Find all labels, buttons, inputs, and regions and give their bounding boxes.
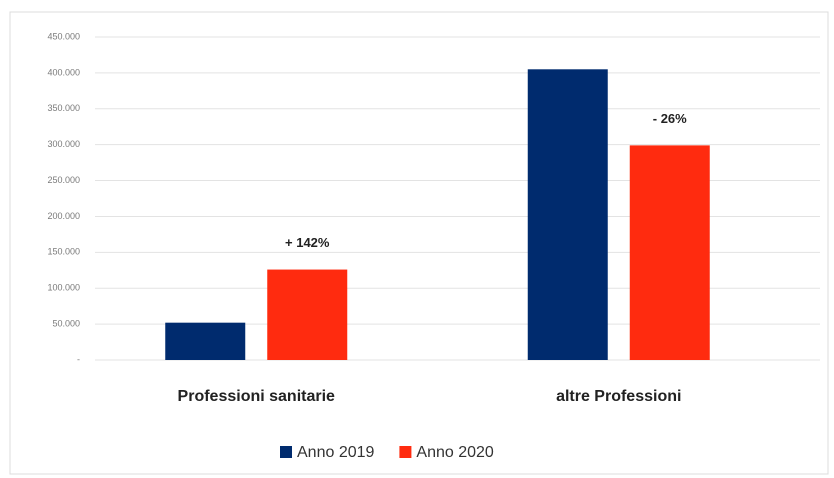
bar (267, 269, 348, 360)
y-tick-label: 350.000 (47, 103, 80, 113)
legend-swatch (399, 446, 412, 458)
bar (165, 322, 246, 360)
y-tick-label: 50.000 (52, 318, 80, 328)
y-tick-label: 450.000 (47, 31, 80, 41)
y-tick-label: 200.000 (47, 211, 80, 221)
x-tick-label: Professioni sanitarie (178, 388, 335, 405)
legend-label: Anno 2019 (297, 444, 375, 461)
legend-swatch (280, 446, 292, 458)
annotation: + 142% (285, 235, 330, 250)
y-tick-label: 150.000 (47, 247, 80, 257)
annotation: - 26% (653, 111, 687, 126)
y-tick-label: 250.000 (47, 175, 80, 185)
legend-label: Anno 2020 (416, 444, 494, 461)
bar (629, 145, 710, 360)
x-tick-label: altre Professioni (556, 388, 681, 405)
y-tick-label: 300.000 (47, 139, 80, 149)
bar (527, 69, 608, 361)
y-tick-label: 100.000 (47, 283, 80, 293)
y-tick-label: - (77, 354, 80, 364)
y-tick-label: 400.000 (47, 67, 80, 77)
